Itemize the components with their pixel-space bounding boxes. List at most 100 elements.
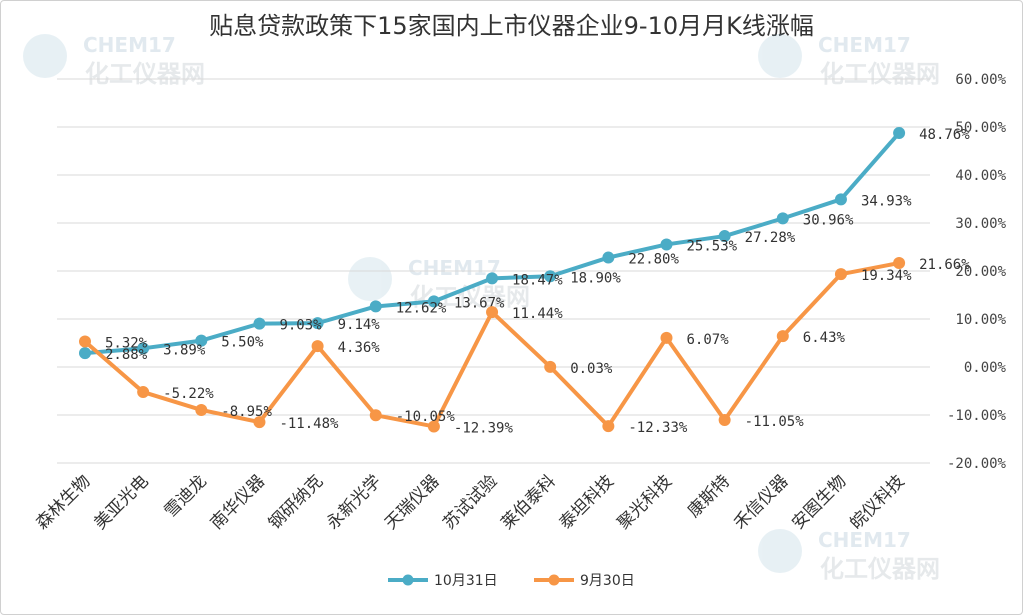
watermark-brand: CHEM17 bbox=[818, 33, 911, 57]
y-axis-ticks: -20.00% -10.00% 0.00% 10.00% 20.00% 30.00% 40.… bbox=[947, 72, 1007, 472]
data-label: -12.33% bbox=[628, 420, 688, 436]
watermark-brand: CHEM17 bbox=[818, 528, 911, 552]
data-label: -11.48% bbox=[279, 416, 339, 432]
data-label: 4.36% bbox=[338, 340, 381, 356]
x-category-label: 钢研纳克 bbox=[265, 471, 327, 533]
data-label: -10.05% bbox=[396, 409, 456, 425]
y-tick-label: 10.00% bbox=[955, 312, 1006, 328]
data-point bbox=[486, 272, 499, 285]
data-label: 22.80% bbox=[628, 252, 679, 268]
data-label: -11.05% bbox=[745, 414, 805, 430]
legend-marker bbox=[548, 574, 560, 586]
y-tick-label: 30.00% bbox=[955, 216, 1006, 232]
x-category-label: 雪迪龙 bbox=[161, 471, 211, 521]
x-category-label: 美亚光电 bbox=[90, 471, 152, 533]
data-label: 13.67% bbox=[454, 295, 505, 311]
y-tick-label: 60.00% bbox=[955, 72, 1006, 88]
data-point bbox=[253, 317, 266, 330]
x-category-label: 康斯特 bbox=[684, 471, 734, 521]
x-category-label: 莱伯泰科 bbox=[498, 471, 560, 533]
y-tick-label: 20.00% bbox=[955, 264, 1006, 280]
data-label: 48.76% bbox=[919, 127, 970, 143]
data-point bbox=[195, 403, 208, 416]
data-label: 30.96% bbox=[803, 212, 854, 228]
data-label: 5.32% bbox=[105, 335, 148, 351]
x-category-label: 天瑞仪器 bbox=[381, 471, 443, 533]
data-label: 27.28% bbox=[745, 230, 796, 246]
data-point bbox=[544, 270, 557, 283]
legend-item: 10月31日 bbox=[388, 573, 498, 589]
legend: 10月31日 9月30日 bbox=[388, 573, 635, 589]
watermark-name: 化工仪器网 bbox=[820, 60, 940, 88]
watermark: CHEM17 化工仪器网 bbox=[758, 528, 940, 583]
data-point bbox=[195, 334, 208, 347]
data-point bbox=[893, 126, 906, 139]
data-point bbox=[602, 251, 615, 264]
legend-marker bbox=[402, 574, 414, 586]
data-point bbox=[718, 230, 731, 243]
data-label: 3.89% bbox=[163, 342, 206, 358]
data-point bbox=[834, 268, 847, 281]
data-point bbox=[311, 317, 324, 330]
data-point bbox=[369, 409, 382, 422]
watermark: CHEM17 化工仪器网 bbox=[758, 33, 940, 88]
data-point bbox=[427, 295, 440, 308]
watermark-logo-icon bbox=[23, 34, 67, 78]
y-tick-label: 0.00% bbox=[964, 360, 1007, 376]
data-label: 25.53% bbox=[687, 238, 738, 254]
y-tick-label: 40.00% bbox=[955, 168, 1006, 184]
series-sep30: 5.32%-5.22%-8.95%-11.48%4.36%-10.05%-12.… bbox=[79, 257, 970, 436]
x-category-label: 安图生物 bbox=[788, 471, 850, 533]
data-label: 12.62% bbox=[396, 300, 447, 316]
data-label: -5.22% bbox=[163, 386, 214, 402]
x-category-label: 永新光学 bbox=[323, 471, 385, 533]
data-point bbox=[602, 420, 615, 433]
y-tick-label: -10.00% bbox=[947, 408, 1007, 424]
data-point bbox=[776, 212, 789, 225]
data-point bbox=[137, 386, 150, 399]
data-point bbox=[369, 300, 382, 313]
series-layer: 2.88% 3.89% 5.50% 9.03% 9.14% 12.62% 13.67% 18.… bbox=[79, 126, 970, 436]
data-point bbox=[137, 342, 150, 355]
y-tick-label: -20.00% bbox=[947, 456, 1007, 472]
data-point bbox=[660, 331, 673, 344]
watermark-brand: CHEM17 bbox=[83, 33, 176, 57]
x-category-label: 泰坦科技 bbox=[556, 471, 618, 533]
data-point bbox=[718, 414, 731, 427]
data-label: 9.03% bbox=[279, 318, 322, 334]
legend-item: 9月30日 bbox=[534, 573, 635, 589]
data-point bbox=[427, 420, 440, 433]
data-label: 0.03% bbox=[570, 361, 613, 377]
watermark-brand: CHEM17 bbox=[408, 256, 501, 280]
watermark-logo-icon bbox=[348, 257, 392, 301]
y-tick-label: 50.00% bbox=[955, 120, 1006, 136]
watermark: CHEM17 化工仪器网 bbox=[23, 33, 205, 88]
data-point bbox=[79, 335, 91, 348]
legend-label: 10月31日 bbox=[434, 573, 498, 589]
data-label: 21.66% bbox=[919, 257, 970, 273]
data-label: 6.07% bbox=[687, 332, 730, 348]
x-category-label: 皖仪科技 bbox=[846, 471, 908, 533]
x-category-label: 苏试试验 bbox=[439, 471, 501, 533]
data-label: 34.93% bbox=[861, 193, 912, 209]
data-point bbox=[544, 360, 557, 373]
x-category-label: 禾信仪器 bbox=[730, 471, 792, 533]
watermark-name: 化工仪器网 bbox=[85, 60, 205, 88]
data-point bbox=[253, 416, 266, 429]
x-category-label: 南华仪器 bbox=[207, 471, 269, 533]
data-label: 18.47% bbox=[512, 272, 563, 288]
x-category-label: 森林生物 bbox=[32, 471, 94, 533]
data-label: 2.88% bbox=[105, 347, 148, 363]
data-point bbox=[834, 193, 847, 206]
data-label: 11.44% bbox=[512, 306, 563, 322]
data-label: 6.43% bbox=[803, 330, 846, 346]
watermark-logo-icon bbox=[758, 34, 802, 78]
data-label: 9.14% bbox=[338, 317, 381, 333]
data-label: -12.39% bbox=[454, 420, 514, 436]
watermark-logo-icon bbox=[758, 529, 802, 573]
data-point bbox=[311, 340, 324, 353]
legend-label: 9月30日 bbox=[580, 573, 635, 589]
data-point bbox=[893, 257, 906, 270]
